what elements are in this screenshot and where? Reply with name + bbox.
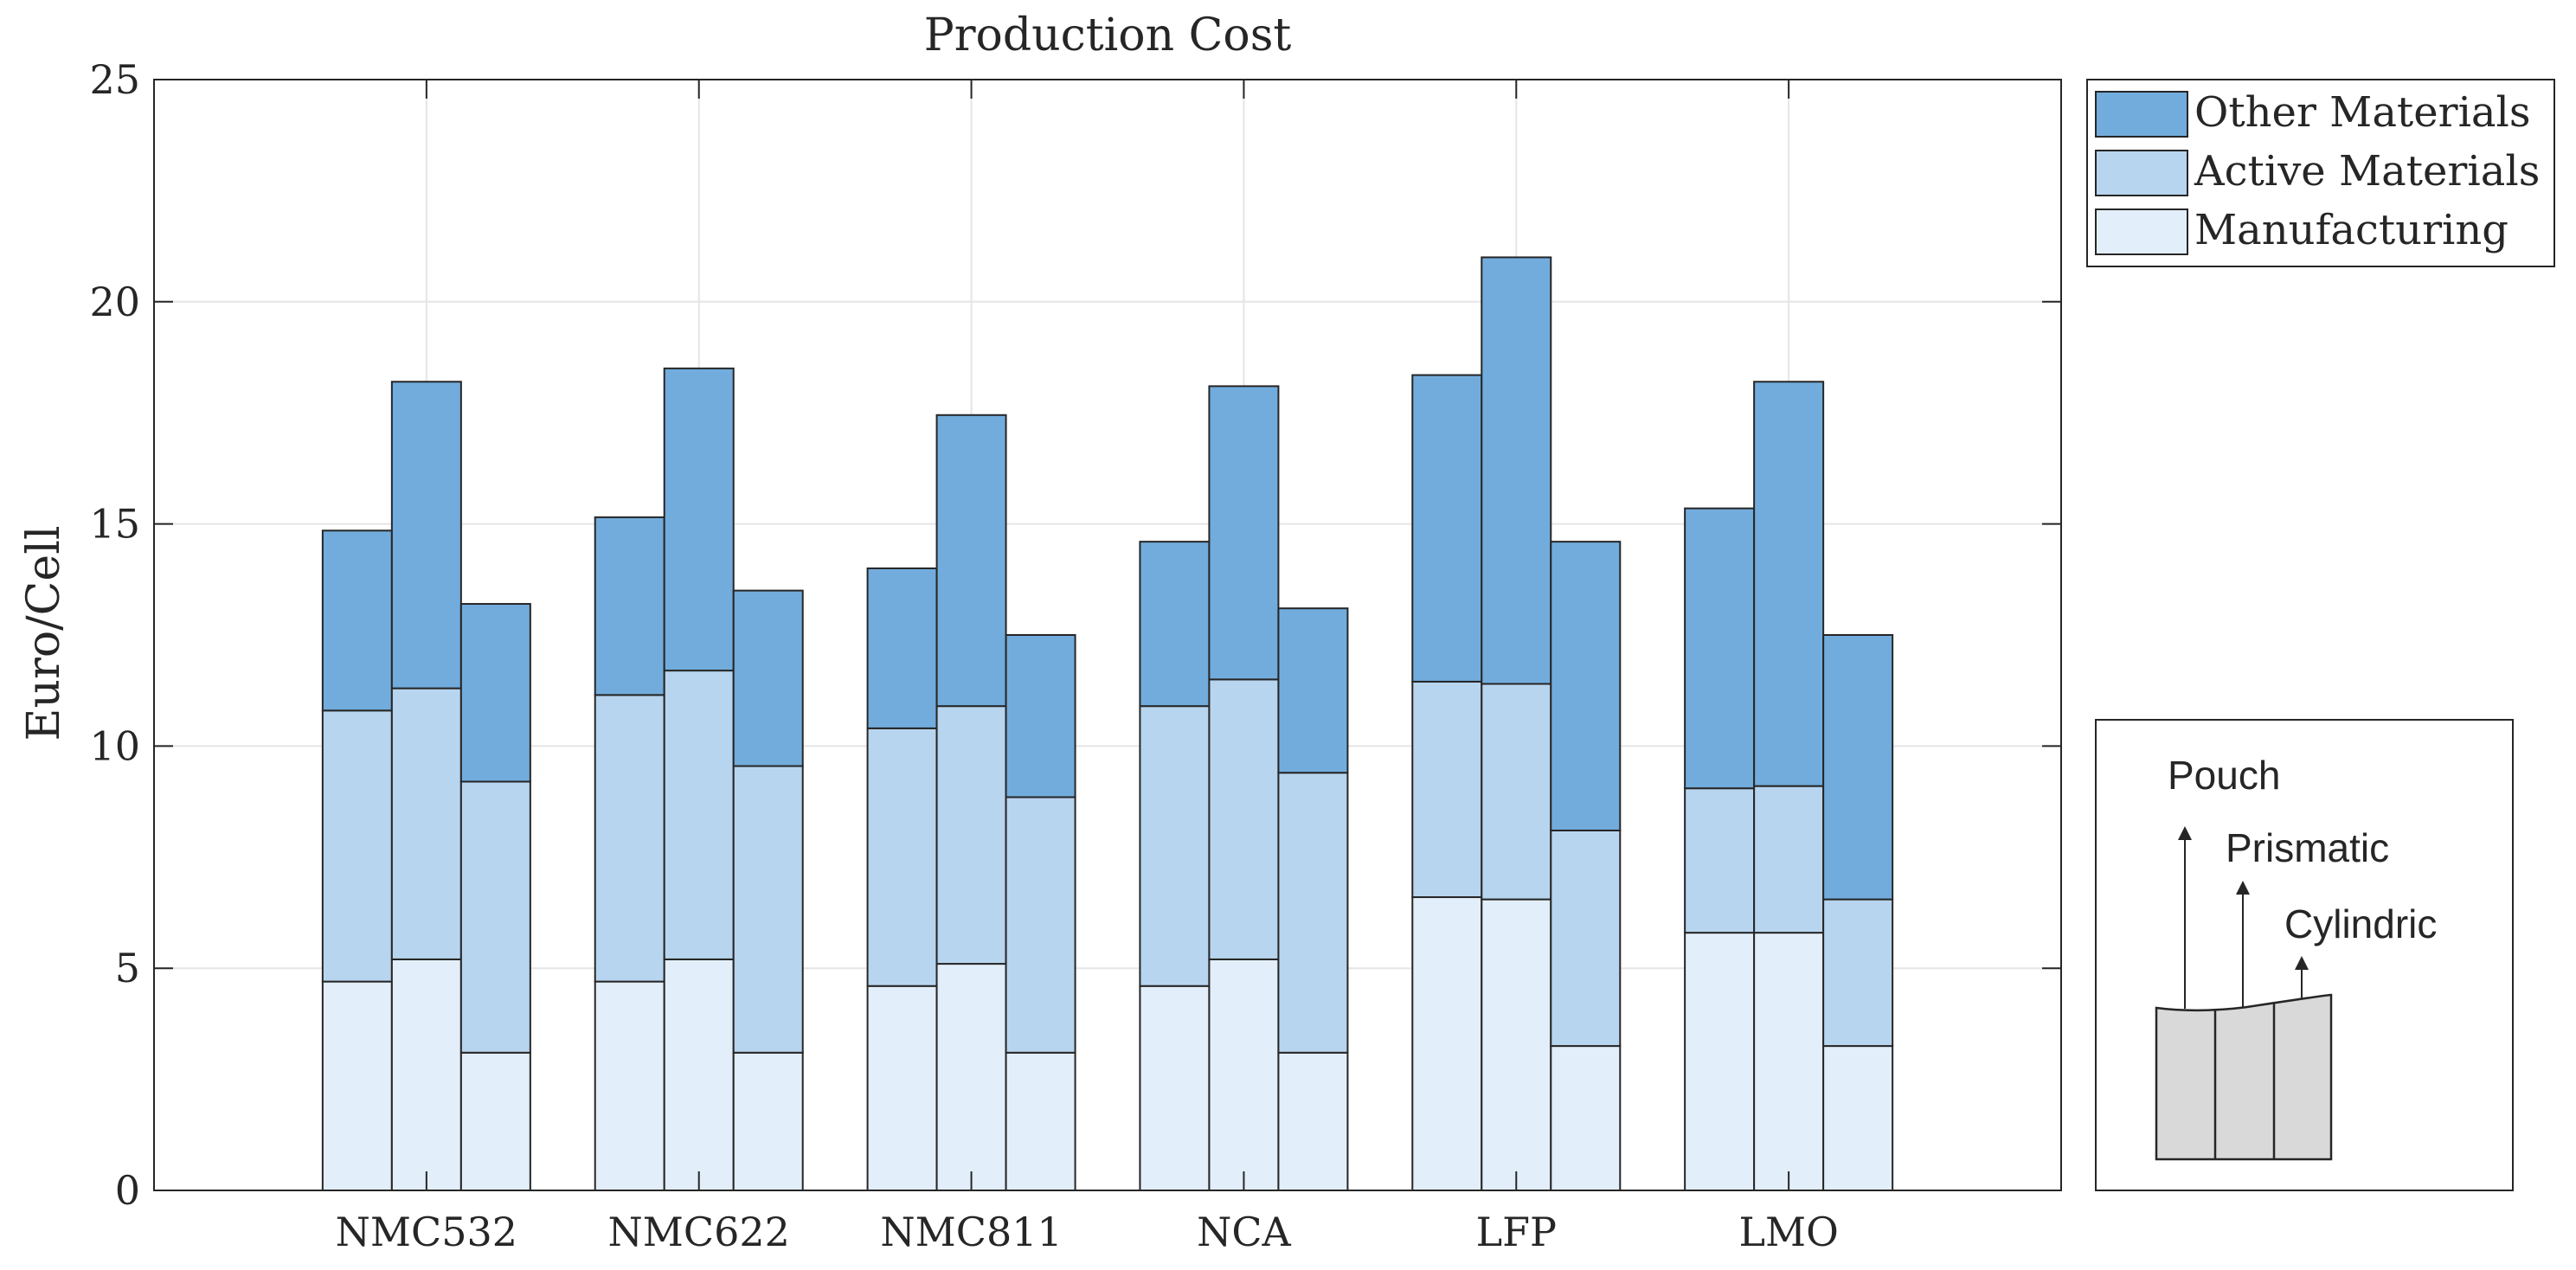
bar-segment-other-materials xyxy=(1753,381,1825,787)
y-tick-label: 15 xyxy=(89,501,140,548)
bar-segment-active-materials xyxy=(1822,898,1894,1048)
bar-segment-manufacturing xyxy=(594,980,665,1192)
cell-format-inset: Pouch Prismatic Cylindric xyxy=(2095,719,2514,1191)
inset-label-cylindric: Cylindric xyxy=(2284,901,2437,946)
bar-segment-manufacturing xyxy=(1411,896,1483,1192)
y-axis-label: Euro/Cell xyxy=(18,526,70,741)
bar-segment-active-materials xyxy=(1411,680,1483,899)
bar-segment-other-materials xyxy=(935,414,1007,708)
cell-body xyxy=(2155,993,2333,1161)
bar-segment-manufacturing xyxy=(1550,1045,1622,1191)
bar-segment-active-materials xyxy=(1684,787,1756,934)
x-tick-label: NMC532 xyxy=(336,1209,517,1255)
bar-segment-other-materials xyxy=(1684,507,1756,790)
arrow-head-icon xyxy=(2178,826,2192,840)
bar-segment-other-materials xyxy=(321,529,393,712)
bar-segment-active-materials xyxy=(459,780,531,1054)
bar-segment-manufacturing xyxy=(1277,1051,1349,1192)
x-tick-label: LFP xyxy=(1476,1209,1557,1255)
bar-segment-other-materials xyxy=(1005,634,1076,799)
y-tick-label: 0 xyxy=(115,1167,140,1214)
bar-segment-manufacturing xyxy=(1005,1051,1076,1192)
legend: Other Materials Active Materials Manufactu… xyxy=(2086,79,2555,267)
bar-segment-other-materials xyxy=(1411,374,1483,683)
y-tick-label: 5 xyxy=(115,945,140,991)
x-tick-label: NMC811 xyxy=(880,1209,1062,1255)
bar-segment-active-materials xyxy=(321,709,393,983)
bar-segment-active-materials xyxy=(1139,705,1211,987)
bar-segment-manufacturing xyxy=(663,958,735,1191)
bar-segment-manufacturing xyxy=(935,963,1007,1191)
bar-segment-active-materials xyxy=(1005,796,1076,1054)
y-tick-label: 25 xyxy=(89,56,140,103)
bar-segment-other-materials xyxy=(1550,541,1622,831)
bar-segment-manufacturing xyxy=(1481,898,1552,1192)
y-axis-ticks: 0 5 10 15 20 25 xyxy=(89,56,2061,1214)
legend-label: Active Materials xyxy=(2194,147,2540,196)
bar-segment-other-materials xyxy=(1208,385,1280,681)
arrow-head-icon xyxy=(2236,881,2250,895)
bar-segment-manufacturing xyxy=(390,958,462,1191)
bar-segment-manufacturing xyxy=(321,980,393,1192)
bar-segment-manufacturing xyxy=(459,1051,531,1192)
x-tick-label: NMC622 xyxy=(608,1209,790,1255)
bar-segment-manufacturing xyxy=(732,1051,804,1192)
bar-segment-other-materials xyxy=(1139,541,1211,708)
bar-segment-active-materials xyxy=(732,765,804,1054)
bar-segment-active-materials xyxy=(1753,785,1825,934)
legend-swatch xyxy=(2095,208,2188,255)
bar-segment-active-materials xyxy=(1481,683,1552,901)
legend-swatch xyxy=(2095,150,2188,196)
arrow-head-icon xyxy=(2295,956,2309,970)
inset-label-prismatic: Prismatic xyxy=(2226,825,2389,870)
bar-segment-active-materials xyxy=(866,727,938,987)
plot-area-frame xyxy=(153,79,2062,1191)
y-tick-label: 20 xyxy=(89,279,140,325)
bar-segment-manufacturing xyxy=(1684,932,1756,1192)
bar-segment-other-materials xyxy=(390,381,462,690)
bar-segment-active-materials xyxy=(935,705,1007,965)
y-tick-label: 10 xyxy=(89,722,140,769)
inset-label-pouch: Pouch xyxy=(2168,753,2280,798)
bar-segment-other-materials xyxy=(732,589,804,767)
bars xyxy=(321,256,1894,1192)
x-axis-ticks: NMC532 NMC622 NMC811 NCA LFP LMO xyxy=(336,80,1839,1255)
bar-segment-active-materials xyxy=(663,670,735,960)
bar-segment-other-materials xyxy=(1481,256,1552,685)
bar-segment-other-materials xyxy=(866,567,938,729)
bar-segment-manufacturing xyxy=(1822,1045,1894,1191)
legend-label: Other Materials xyxy=(2194,88,2531,137)
bar-segment-manufacturing xyxy=(1208,958,1280,1191)
chart-title: Production Cost xyxy=(924,10,1292,61)
bar-segment-active-materials xyxy=(390,687,462,960)
x-tick-label: LMO xyxy=(1738,1209,1838,1255)
x-tick-label: NCA xyxy=(1197,1209,1291,1255)
bar-segment-other-materials xyxy=(1277,607,1349,774)
legend-label: Manufacturing xyxy=(2194,206,2509,254)
bar-segment-active-materials xyxy=(1550,829,1622,1048)
bar-segment-other-materials xyxy=(459,603,531,783)
legend-swatch xyxy=(2095,91,2188,138)
bar-segment-manufacturing xyxy=(1753,932,1825,1192)
bar-segment-other-materials xyxy=(1822,634,1894,901)
bar-segment-other-materials xyxy=(594,516,665,696)
bar-segment-other-materials xyxy=(663,367,735,672)
bar-segment-manufacturing xyxy=(1139,985,1211,1192)
bar-segment-manufacturing xyxy=(866,985,938,1192)
bar-segment-active-materials xyxy=(1208,678,1280,960)
bar-segment-active-materials xyxy=(1277,772,1349,1054)
bar-segment-active-materials xyxy=(594,694,665,983)
